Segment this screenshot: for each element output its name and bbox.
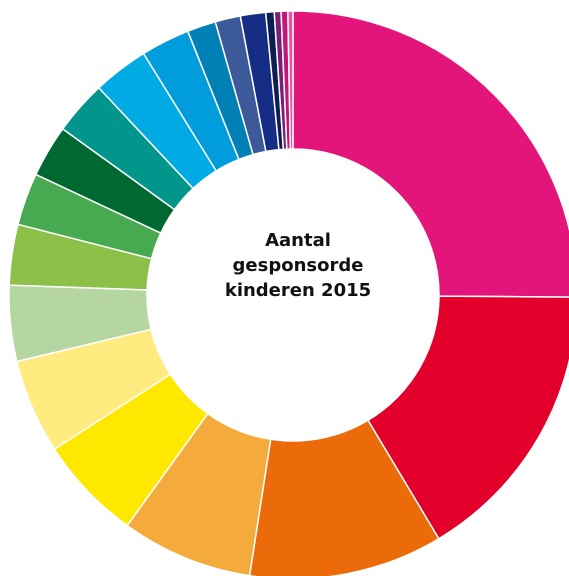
donut-slice-20 [287,10,294,150]
donut-slice-2 [367,295,569,540]
chart-title-line-2: gesponsorde [232,255,364,276]
chart-title: Aantal gesponsorde kinderen 2015 [198,228,398,303]
slices-group [8,10,569,576]
donut-slice-1 [292,10,569,298]
chart-title-line-1: Aantal [265,230,331,251]
chart-title-line-3: kinderen 2015 [224,280,372,301]
